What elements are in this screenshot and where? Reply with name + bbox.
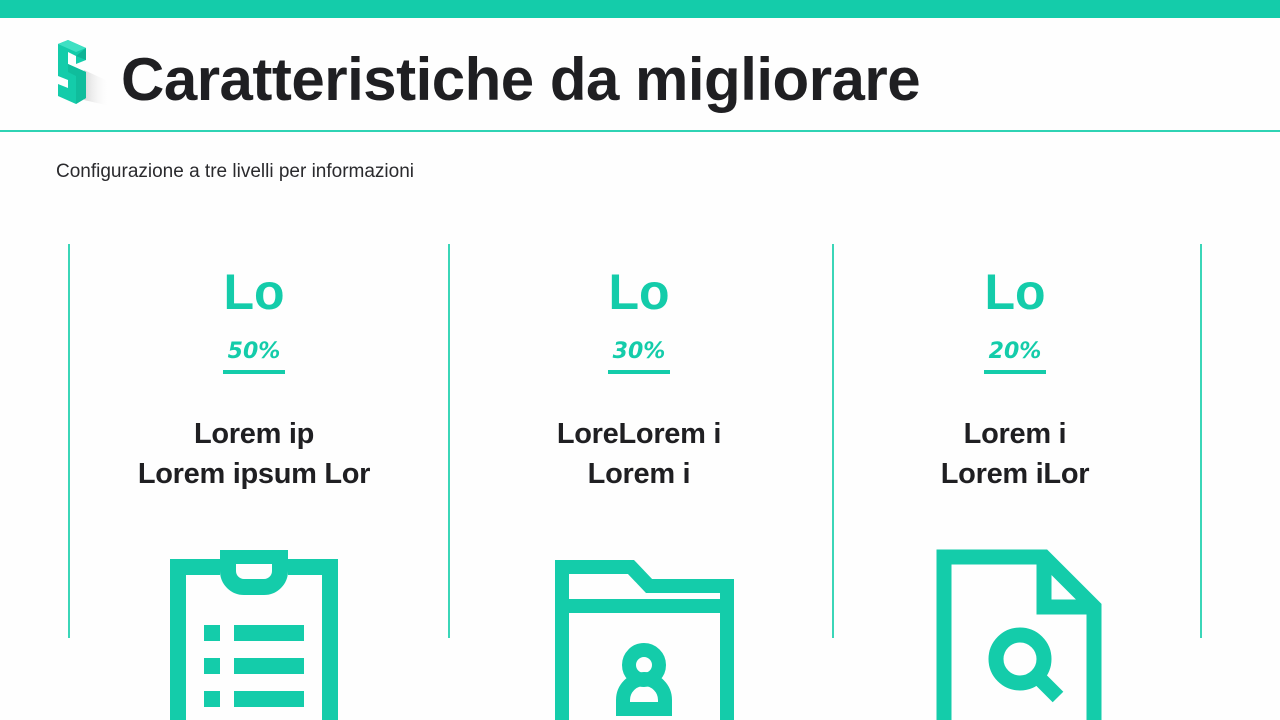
description-line: Lorem i xyxy=(963,418,1067,450)
header-divider xyxy=(0,130,1280,132)
feature-column-3: Lo 20% Lorem i Lorem iLor xyxy=(845,260,1185,494)
clipboard-list-icon xyxy=(170,550,338,720)
feature-column-2: Lo 30% LoreLorem i Lorem i xyxy=(469,260,809,494)
top-accent-bar xyxy=(0,0,1280,18)
percent-value: 20% xyxy=(983,338,1047,374)
page-subtitle: Configurazione a tre livelli per informa… xyxy=(56,161,415,182)
feature-column-1: Lo 50% Lorem ip Lorem ipsum Lor xyxy=(84,260,424,494)
column-divider xyxy=(832,244,834,638)
column-heading: Lo xyxy=(223,264,285,320)
column-description: Lorem ip Lorem ipsum Lor xyxy=(84,414,424,494)
column-description: Lorem i Lorem iLor xyxy=(845,414,1185,494)
column-divider xyxy=(448,244,450,638)
column-description: LoreLorem i Lorem i xyxy=(469,414,809,494)
column-heading: Lo xyxy=(608,264,670,320)
percent-value: 50% xyxy=(222,338,286,374)
page-title: Caratteristiche da migliorare xyxy=(121,46,921,113)
description-line: LoreLorem i xyxy=(556,418,722,450)
logo-icon xyxy=(58,40,110,106)
description-line: Lorem iLor xyxy=(940,458,1090,490)
description-line: Lorem i xyxy=(587,458,691,490)
column-divider xyxy=(1200,244,1202,638)
column-divider xyxy=(68,244,70,638)
description-line: Lorem ipsum Lor xyxy=(137,458,371,490)
document-search-icon xyxy=(936,549,1102,720)
percent-value: 30% xyxy=(607,338,671,374)
description-line: Lorem ip xyxy=(193,418,315,450)
column-heading: Lo xyxy=(984,264,1046,320)
folder-user-icon xyxy=(555,560,734,720)
